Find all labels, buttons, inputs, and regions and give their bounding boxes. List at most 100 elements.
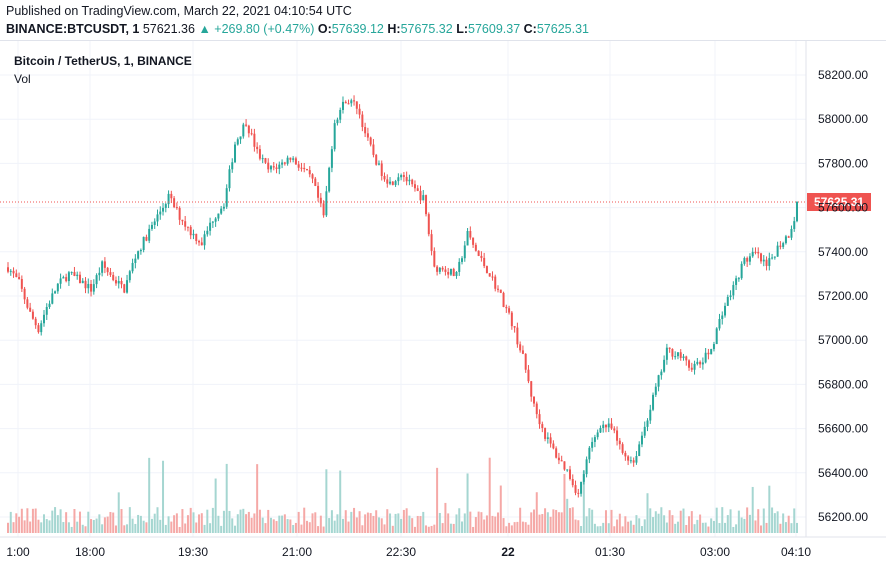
volume-bar [557, 512, 560, 533]
candle-body [771, 257, 774, 259]
candle-body [217, 213, 220, 219]
volume-bar [264, 523, 267, 533]
candle-body [649, 409, 652, 421]
candle-body [712, 344, 715, 350]
volume-bar [593, 523, 596, 533]
candle-body [192, 233, 195, 236]
volume-bar [560, 512, 563, 533]
volume-bar [743, 518, 746, 533]
volume-bar [209, 523, 212, 533]
volume-bar [56, 515, 59, 533]
volume-bar [389, 513, 392, 533]
candle-body [341, 101, 344, 110]
volume-bar [114, 525, 117, 533]
candle-body [743, 258, 746, 264]
volume-bar [682, 508, 685, 533]
candle-body [707, 352, 710, 355]
volume-bar [286, 519, 289, 533]
volume-bar [701, 522, 704, 533]
volume-bar [643, 519, 646, 533]
candle-body [51, 293, 54, 304]
volume-bar [610, 509, 613, 533]
volume-bar [347, 521, 350, 533]
volume-bar [621, 526, 624, 533]
volume-bar [239, 509, 242, 533]
candle-body [281, 162, 284, 165]
volume-bar [297, 511, 300, 533]
candle-body [499, 289, 502, 293]
candle-body [607, 423, 610, 428]
volume-bar [159, 519, 162, 533]
candle-body [422, 195, 425, 201]
time-axis[interactable]: 1:00 18:00 19:30 21:00 22:30 22 01:30 03:00 04:1… [0, 536, 886, 559]
candle-body [419, 190, 422, 201]
price-axis[interactable]: 58200.00 58000.00 57800.00 57600.00 57400.00… [805, 41, 868, 537]
candle-body [472, 237, 475, 245]
candle-body [762, 259, 765, 262]
volume-bar [425, 525, 428, 533]
volume-bar [613, 526, 616, 533]
volume-bar [627, 521, 630, 533]
volume-bar [690, 511, 693, 533]
published-note: Published on TradingView.com, March 22, … [6, 4, 352, 18]
candle-body [134, 258, 137, 263]
candle-body [405, 176, 408, 182]
candle-body [427, 214, 430, 235]
candle-body [704, 352, 707, 363]
candle-body [150, 224, 153, 229]
candle-body [444, 269, 447, 272]
candlestick-chart[interactable]: 57625.31 58200.00 58000.00 57800.00 57600.0… [0, 41, 886, 573]
last-price-line: 57625.31 [0, 193, 871, 212]
candle-body [267, 162, 270, 170]
volume-bar [438, 512, 441, 533]
price-tick-label: 57000.00 [818, 333, 868, 347]
candle-body [270, 166, 272, 170]
candle-body [344, 101, 347, 104]
candle-body [701, 362, 704, 365]
volume-bar [784, 522, 787, 533]
candle-body [369, 137, 372, 145]
candle-body [485, 266, 488, 274]
volume-bar [474, 517, 477, 533]
volume-bar [740, 517, 743, 533]
candle-body [380, 163, 383, 176]
volume-bar [236, 514, 239, 533]
volume-bar [73, 508, 76, 533]
candle-body [765, 259, 768, 266]
candle-body [696, 361, 699, 364]
time-tick-label: 22:30 [386, 545, 416, 559]
volume-bar [339, 470, 342, 533]
volume-bar [134, 523, 137, 533]
candle-body [114, 280, 117, 284]
candle-body [211, 221, 214, 223]
volume-bar [305, 520, 308, 533]
volume-bar [278, 515, 281, 533]
volume-bar [676, 521, 679, 533]
symbol-name[interactable]: BINANCE:BTCUSDT, 1 [6, 22, 140, 36]
volume-bar [341, 518, 344, 533]
open-value: 57639.12 [331, 22, 384, 36]
volume-bar [787, 515, 790, 533]
volume-bar [538, 514, 541, 533]
volume-bar [106, 516, 109, 533]
candle-body [430, 234, 433, 251]
candle-body [391, 181, 394, 185]
candle-body [361, 114, 364, 128]
candle-body [524, 353, 527, 370]
volume-bar [120, 509, 123, 533]
candle-body [198, 240, 201, 243]
candle-body [31, 311, 34, 319]
volume-bar [308, 522, 311, 533]
candle-body [718, 319, 721, 329]
volume-bar [95, 518, 98, 533]
volume-bar [668, 510, 671, 533]
chart-area[interactable]: 57625.31 58200.00 58000.00 57800.00 57600.0… [0, 40, 886, 573]
candle-body [760, 253, 763, 262]
candle-body [516, 327, 519, 345]
candle-body [544, 428, 547, 439]
volume-bar [192, 512, 195, 533]
open-label: O: [317, 22, 332, 36]
candle-body [12, 270, 15, 274]
volume-bar [20, 508, 23, 533]
candle-body [546, 437, 549, 439]
